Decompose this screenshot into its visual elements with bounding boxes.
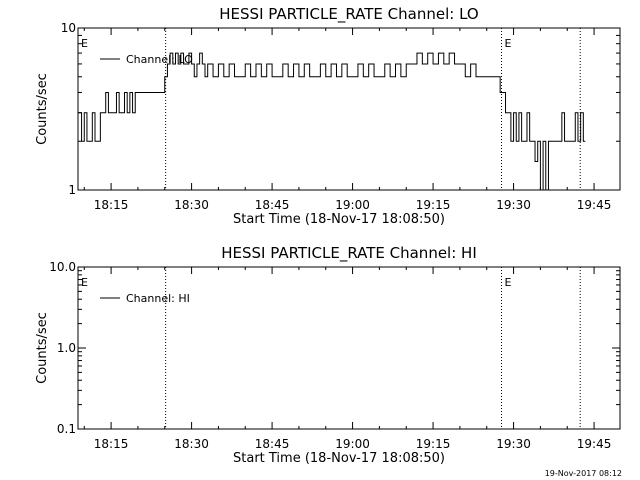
x-axis-label: Start Time (18-Nov-17 18:08:50) [233, 212, 445, 227]
chart-title: HESSI PARTICLE_RATE Channel: LO [219, 5, 478, 24]
event-marker-label: E [81, 37, 88, 50]
panel-hi: HESSI PARTICLE_RATE Channel: HI 18:15 18:3… [35, 244, 621, 466]
panel-lo: HESSI PARTICLE_RATE Channel: LO 18:15 18:3… [35, 5, 621, 227]
series-line [78, 52, 586, 191]
chart-title: HESSI PARTICLE_RATE Channel: HI [221, 244, 477, 263]
event-marker-label: E [504, 37, 511, 50]
x-tick-label: 18:15 [94, 198, 129, 212]
event-marker-label: E [81, 276, 88, 289]
legend-label: Channel: HI [126, 292, 190, 305]
x-tick-label: 18:45 [255, 198, 290, 212]
y-tick-label: 0.1 [57, 422, 76, 436]
y-tick-label: 10.0 [49, 260, 76, 274]
x-tick-label: 19:45 [577, 437, 612, 451]
x-tick-label: 19:15 [416, 198, 451, 212]
x-tick-label: 19:30 [496, 437, 531, 451]
y-tick-label: 10 [61, 21, 76, 35]
x-tick-label: 19:00 [335, 437, 370, 451]
event-marker-label: E [504, 276, 511, 289]
y-tick-label: 1 [68, 183, 76, 197]
x-tick-label: 19:45 [577, 198, 612, 212]
x-axis-label: Start Time (18-Nov-17 18:08:50) [233, 451, 445, 466]
y-axis-label: Counts/sec [35, 73, 50, 145]
x-tick-label: 18:30 [174, 437, 209, 451]
x-tick-label: 19:00 [335, 198, 370, 212]
legend-label: Channel: LO [126, 53, 193, 66]
x-tick-label: 18:15 [94, 437, 129, 451]
x-tick-label: 18:30 [174, 198, 209, 212]
x-tick-label: 18:45 [255, 437, 290, 451]
x-tick-label: 19:15 [416, 437, 451, 451]
y-axis-label: Counts/sec [35, 312, 50, 384]
footer-timestamp: 19-Nov-2017 08:12 [545, 469, 622, 478]
x-tick-label: 19:30 [496, 198, 531, 212]
plot-frame [77, 27, 621, 191]
y-tick-label: 1.0 [57, 341, 76, 355]
